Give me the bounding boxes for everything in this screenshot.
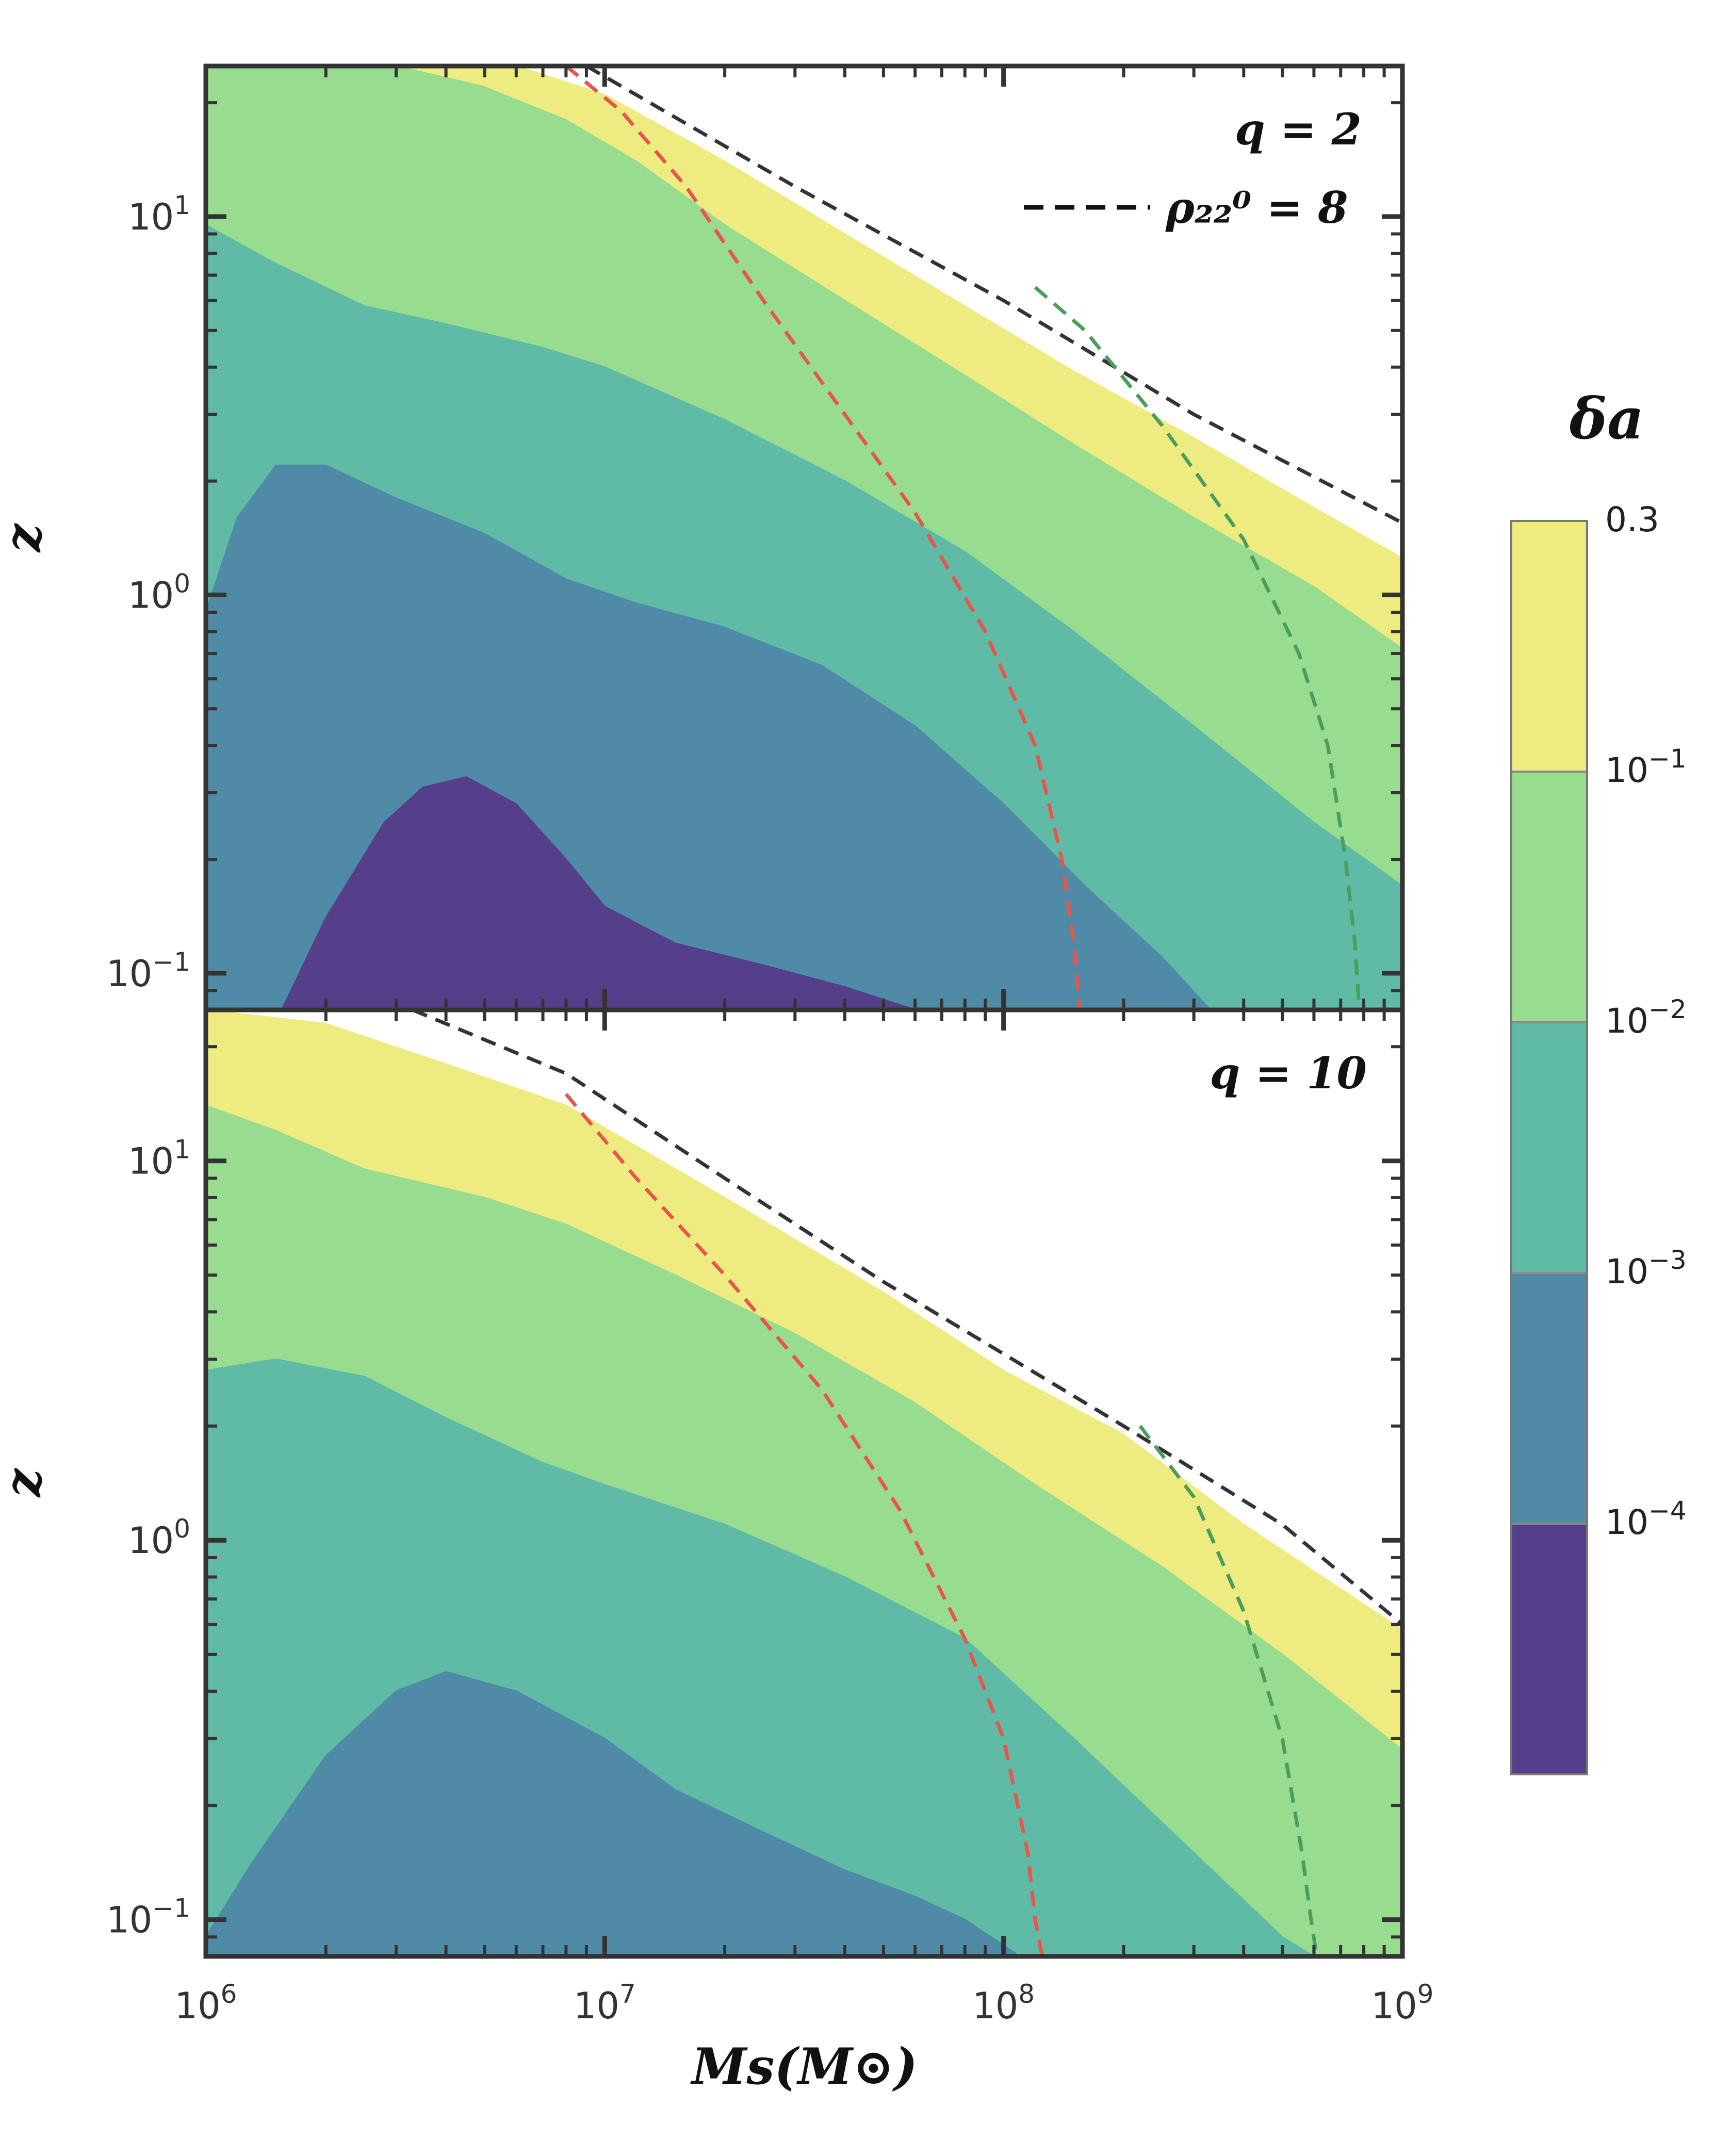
x-tick-label: 107 (574, 1979, 636, 2027)
bottom-annotation: q = 10 (1210, 1048, 1367, 1099)
bottom-y-tick-label: 101 (128, 1135, 190, 1183)
top-dashed-curve (1034, 286, 1362, 1010)
top-contour-band (281, 776, 916, 1010)
bottom-y-tick-labels: 10−1 100 101 (106, 1135, 190, 1941)
colorbar-bin (1511, 521, 1587, 772)
bottom-contour-band (206, 1671, 1021, 1956)
top-y-tick-label: 101 (128, 190, 190, 238)
bottom-dashed-curve (564, 1092, 1044, 1956)
colorbar-bin (1511, 1022, 1587, 1273)
colorbar-tick-label: 10−2 (1605, 994, 1687, 1041)
top-annotation: q = 2 (1235, 104, 1362, 155)
bottom-contour-fills (206, 1010, 1402, 1956)
top-dashed-lines (565, 66, 1402, 1010)
top-y-axis-label: z (0, 522, 52, 553)
bottom-y-axis-label: z (0, 1467, 52, 1498)
colorbar-tick-labels: 10−4 10−3 10−2 10−1 0.3 (1605, 500, 1687, 1542)
x-tick-label: 106 (175, 1979, 237, 2027)
bottom-y-tick-label: 100 (128, 1514, 190, 1562)
top-dashed-curve (585, 66, 1402, 525)
panel-top: 10−1 100 101 z q = 2 ρ₂₂⁰ = 8 (0, 63, 1405, 1012)
colorbar-title: δa (1569, 385, 1644, 452)
top-y-tick-label: 100 (128, 568, 190, 616)
colorbar-tick-label: 0.3 (1605, 500, 1659, 540)
bottom-dashed-curve (1138, 1425, 1319, 1956)
x-tick-labels: 106 107 108 109 (175, 1979, 1434, 2027)
top-y-tick-labels: 10−1 100 101 (106, 190, 190, 995)
top-y-tick-label: 10−1 (106, 947, 190, 995)
legend: ρ₂₂⁰ = 8 (1024, 182, 1348, 233)
bottom-axes-frame (203, 1007, 1405, 1959)
top-dashed-curve (565, 66, 1082, 1010)
panel-bottom: 10−1 100 101 106 107 108 109 z q = 10 Ms(M⊙) (0, 1007, 1434, 2096)
legend-label: ρ₂₂⁰ = 8 (1165, 182, 1348, 233)
colorbar-tick-label: 10−4 (1605, 1496, 1687, 1542)
colorbar-bin (1511, 772, 1587, 1022)
bottom-y-tick-label: 10−1 (106, 1893, 190, 1941)
bottom-ticks (203, 1010, 1405, 1958)
colorbar: δa 10−4 10−3 10−2 10−1 0.3 (1510, 385, 1687, 1775)
bottom-dashed-lines (412, 1010, 1402, 1956)
colorbar-bin (1511, 1273, 1587, 1524)
colorbar-bin (1511, 1524, 1587, 1774)
top-contour-fills (206, 66, 1402, 1010)
x-tick-label: 109 (1371, 1979, 1434, 2027)
colorbar-bins (1511, 521, 1587, 1774)
colorbar-tick-label: 10−1 (1605, 744, 1687, 790)
x-tick-label: 108 (972, 1979, 1035, 2027)
x-axis-label: Ms(M⊙) (690, 2037, 918, 2096)
colorbar-frame (1510, 520, 1588, 1775)
colorbar-tick-label: 10−3 (1605, 1245, 1687, 1292)
